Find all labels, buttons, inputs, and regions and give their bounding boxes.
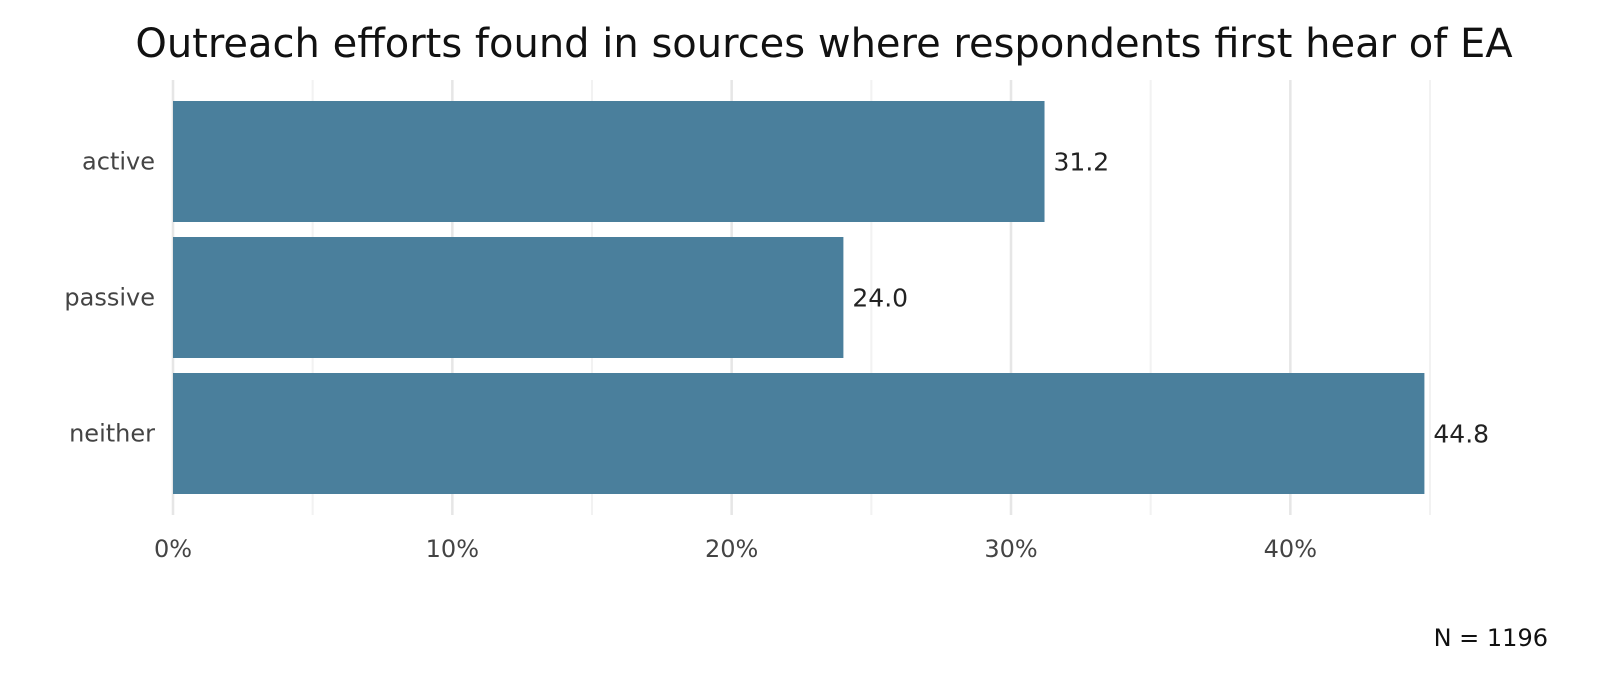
bar-passive xyxy=(173,237,844,358)
bar-neither xyxy=(173,373,1425,494)
value-label-passive: 24.0 xyxy=(852,284,908,313)
x-tick-label: 40% xyxy=(1264,535,1317,563)
value-labels: 31.2 24.0 44.8 xyxy=(852,148,1489,449)
x-axis-tick-labels: 0% 10% 20% 30% 40% xyxy=(154,535,1317,563)
bars xyxy=(173,101,1425,494)
x-tick-label: 10% xyxy=(426,535,479,563)
chart-title: Outreach efforts found in sources where … xyxy=(135,21,1513,67)
value-label-active: 31.2 xyxy=(1054,148,1110,177)
category-label-passive: passive xyxy=(64,284,155,312)
x-tick-label: 0% xyxy=(154,535,192,563)
category-labels: active passive neither xyxy=(64,148,155,448)
bar-active xyxy=(173,101,1045,222)
value-label-neither: 44.8 xyxy=(1433,420,1489,449)
sample-size-caption: N = 1196 xyxy=(1434,624,1548,652)
category-label-active: active xyxy=(82,148,155,176)
x-tick-label: 30% xyxy=(984,535,1037,563)
x-tick-label: 20% xyxy=(705,535,758,563)
category-label-neither: neither xyxy=(69,420,155,448)
